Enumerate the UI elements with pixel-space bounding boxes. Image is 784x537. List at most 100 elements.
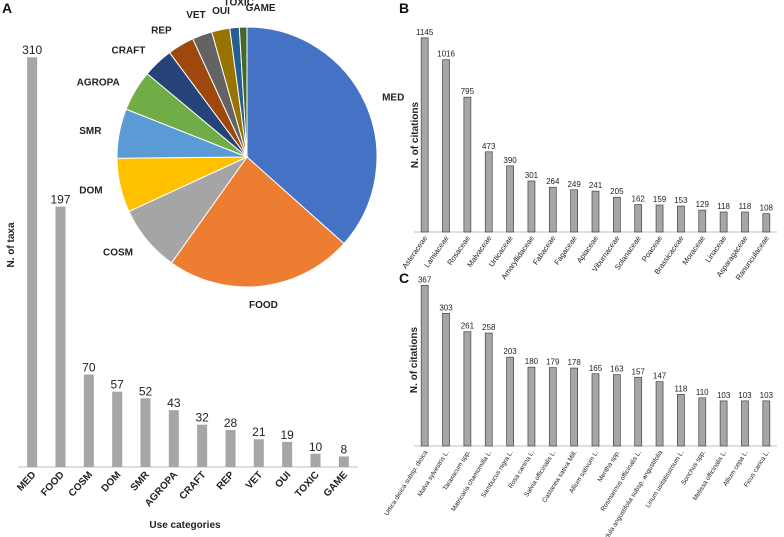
- category-label: SMR: [129, 469, 153, 493]
- bar-urtica-dioica-subsp-dioica: [420, 284, 429, 447]
- pie-label: REP: [151, 26, 172, 37]
- bar-malvaceae: [484, 151, 493, 233]
- pie-slice-med: [246, 26, 378, 245]
- value-label: 52: [139, 384, 153, 398]
- pie-slice-food: [170, 156, 345, 288]
- category-label: FOOD: [39, 470, 67, 499]
- value-label: 1145: [416, 28, 434, 37]
- bar-lavandula-angustifolia-subsp-angustifolia: [655, 381, 664, 447]
- value-label: 129: [696, 200, 710, 209]
- value-label: 8: [340, 442, 347, 456]
- value-label: 179: [546, 358, 560, 367]
- pie-label: FOOD: [249, 300, 278, 311]
- bar-craft: [197, 424, 208, 467]
- value-label: 261: [461, 322, 475, 331]
- value-label: 249: [567, 180, 581, 189]
- bar-mentha-spp: [613, 374, 621, 447]
- value-label: 159: [653, 195, 667, 204]
- value-label: 57: [110, 378, 124, 392]
- value-label: 157: [632, 367, 646, 376]
- value-label: 153: [674, 196, 688, 205]
- pie-label: TOXIC: [224, 0, 254, 9]
- value-label: 203: [503, 347, 517, 356]
- panel-c-y-axis-title: N. of citations: [409, 327, 420, 394]
- value-label: 264: [546, 177, 560, 186]
- bar-rosa-canina-l: [527, 366, 536, 447]
- value-label: 108: [760, 204, 774, 213]
- bar-allium-sativum-l: [591, 373, 600, 447]
- bar-linaceae: [719, 211, 728, 233]
- panel-letter-c: C: [399, 270, 409, 286]
- pie-label: COSM: [103, 247, 133, 258]
- panel-letter-b: B: [399, 0, 409, 16]
- value-label: 118: [717, 202, 730, 211]
- value-label: 367: [418, 275, 432, 284]
- bar-asparagaceae: [741, 211, 749, 233]
- bar-rosaceae: [463, 96, 472, 233]
- category-label: Rosmarinus officinalis L.: [600, 449, 643, 513]
- category-label: OUI: [273, 469, 293, 490]
- panel-a-x-axis-title: Use categories: [149, 520, 221, 531]
- bar-moraceae: [698, 209, 707, 233]
- category-label: TOXIC: [293, 470, 322, 500]
- category-label: Matricaria chamomilla L.: [450, 449, 493, 513]
- panel-a-y-axis-title: N. of taxa: [6, 222, 17, 267]
- panel-b-bar-chart: N. of citations 1145Asteraceae1016Lamiac…: [400, 28, 777, 282]
- value-label: 310: [22, 43, 42, 57]
- panel-a-bar-chart: N. of taxa Use categories 310 MED 197 FOOD 7…: [6, 0, 404, 531]
- value-label: 178: [567, 358, 581, 367]
- value-label: 795: [461, 87, 475, 96]
- bar-linum-usitatissimum-l: [677, 393, 685, 447]
- bar-toxic: [310, 453, 321, 467]
- category-label: GAME: [322, 469, 350, 499]
- pie-label: CRAFT: [112, 45, 146, 56]
- value-label: 103: [717, 391, 731, 400]
- pie-label: OUI: [212, 6, 230, 17]
- bar-fagaceae: [570, 189, 578, 233]
- value-label: 21: [252, 425, 266, 439]
- value-label: 103: [738, 391, 752, 400]
- value-label: 43: [167, 396, 181, 410]
- bar-rep: [225, 429, 236, 467]
- bar-oui: [282, 441, 293, 467]
- value-label: 390: [503, 156, 517, 165]
- bar-food: [55, 206, 66, 467]
- category-label: VET: [244, 470, 265, 492]
- category-label: MED: [15, 470, 38, 494]
- value-label: 118: [675, 384, 688, 393]
- value-label: 303: [439, 303, 453, 312]
- bar-castanea-sativa-mill: [570, 367, 578, 447]
- value-label: 110: [696, 388, 709, 397]
- bar-sonchus-spp: [698, 397, 707, 447]
- value-label: 301: [525, 171, 539, 180]
- bar-matricaria-chamomilla-l: [484, 332, 493, 447]
- value-label: 147: [653, 372, 667, 381]
- category-label: COSM: [67, 470, 95, 500]
- category-label: Linum usitatissimum L.: [645, 449, 686, 509]
- value-label: 197: [50, 193, 70, 207]
- pie-label: SMR: [79, 126, 102, 137]
- value-label: 28: [224, 416, 238, 430]
- bar-game: [338, 456, 349, 467]
- bar-smr: [140, 398, 151, 467]
- value-label: 205: [610, 187, 624, 196]
- pie-label: GAME: [246, 3, 276, 14]
- bar-solanaceae: [634, 204, 643, 233]
- bar-fabaceae: [548, 186, 557, 233]
- value-label: 163: [610, 365, 624, 374]
- value-label: 32: [195, 411, 209, 425]
- bar-med: [27, 57, 38, 467]
- pie-slice-game: [238, 26, 248, 158]
- value-label: 10: [309, 440, 323, 454]
- pie-label: MED: [382, 93, 404, 104]
- value-label: 70: [82, 360, 96, 374]
- bar-urticaceae: [506, 165, 514, 233]
- pie-label: AGROPA: [77, 77, 120, 88]
- bar-poaceae: [655, 204, 664, 233]
- panel-b-y-axis-title: N. of citations: [410, 102, 421, 169]
- value-label: 162: [632, 195, 646, 204]
- panel-a-inset-pie-chart: MED FOOD COSM DOM SMR AGROPA CRAFT REP VET OUITOX…: [77, 0, 405, 311]
- bar-agropa: [168, 410, 179, 467]
